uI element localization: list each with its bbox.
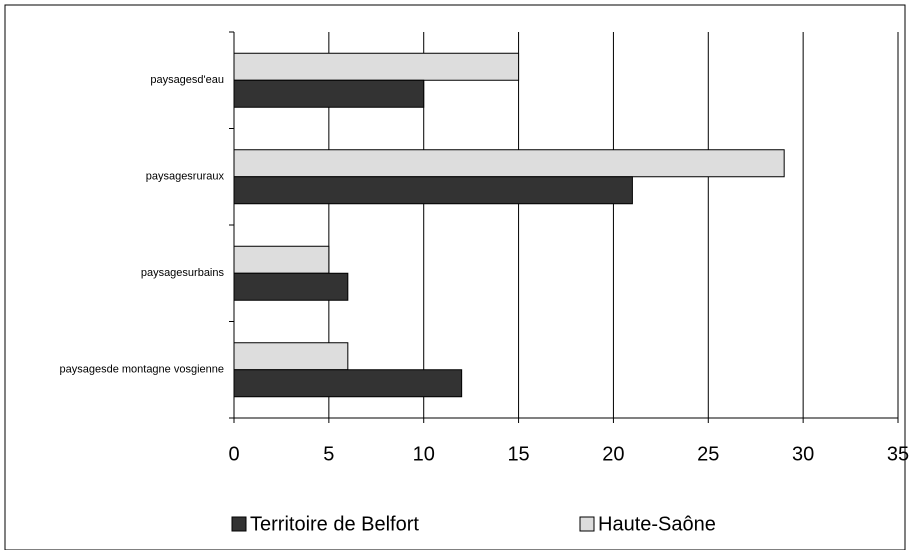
x-tick-label: 25: [697, 443, 719, 465]
x-tick-label: 30: [792, 443, 814, 465]
x-tick-label: 10: [413, 443, 435, 465]
legend-label: Haute-Saône: [598, 513, 716, 535]
y-tick-label: paysagesd'eau: [150, 74, 224, 86]
bar: [233, 272, 349, 301]
x-tick-label: 15: [507, 443, 529, 465]
chart-border: [4, 4, 906, 550]
bar: [233, 149, 785, 178]
bar: [233, 369, 463, 398]
y-tick-label: paysagesde montagne vosgienne: [59, 364, 224, 376]
x-tick-label: 0: [228, 443, 239, 465]
bar: [233, 79, 425, 108]
bar: [233, 342, 349, 371]
legend-swatch: [579, 516, 595, 532]
x-tick-label: 20: [602, 443, 624, 465]
bar: [233, 245, 330, 274]
bar: [233, 52, 520, 81]
legend-swatch: [231, 516, 247, 532]
x-tick-label: 5: [323, 443, 334, 465]
bar: [233, 176, 633, 205]
y-tick-label: paysagesurbains: [141, 267, 225, 279]
y-tick-label: paysagesruraux: [146, 171, 225, 183]
legend-label: Territoire de Belfort: [250, 513, 419, 535]
x-tick-label: 35: [887, 443, 909, 465]
